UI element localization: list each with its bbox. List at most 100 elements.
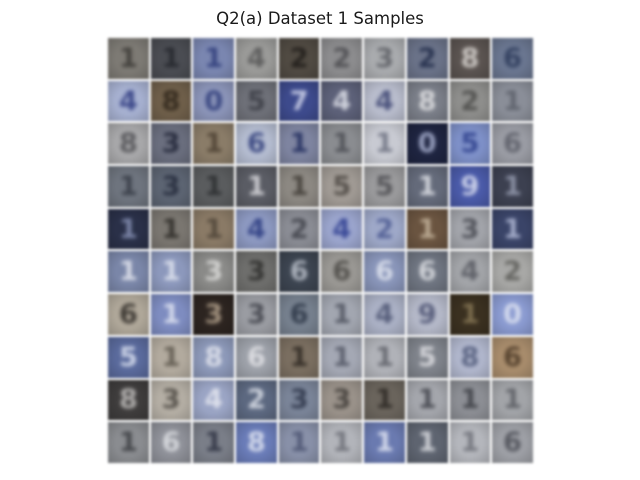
sample-image-tile: 4	[449, 251, 491, 293]
sample-image-tile: 3	[150, 379, 192, 421]
sample-digit-shape: 3	[161, 384, 181, 416]
sample-image-tile: 1	[406, 422, 448, 463]
sample-digit-shape: 4	[118, 85, 138, 117]
sample-image-tile: 1	[364, 379, 405, 421]
sample-image-tile: 1	[108, 251, 149, 293]
sample-digit-shape: 2	[503, 256, 522, 288]
figure-title: Q2(a) Dataset 1 Samples	[216, 9, 424, 28]
sample-digit-shape: 1	[289, 427, 309, 459]
sample-image-tile: 1	[193, 123, 235, 165]
sample-image-tile: 4	[193, 379, 235, 421]
sample-image-tile: 6	[492, 38, 533, 79]
sample-image-tile: 1	[321, 123, 363, 165]
sample-image-tile: 1	[193, 422, 235, 463]
sample-digit-shape: 7	[289, 85, 309, 117]
sample-digit-shape: 8	[118, 128, 138, 160]
sample-digit-shape: 1	[118, 427, 138, 459]
sample-digit-shape: 1	[118, 256, 138, 288]
sample-digit-shape: 3	[247, 298, 266, 330]
sample-image-tile: 1	[150, 251, 192, 293]
sample-image-tile: 7	[278, 80, 320, 122]
sample-image-tile: 3	[236, 294, 277, 335]
sample-digit-shape: 6	[417, 256, 437, 288]
sample-image-tile: 1	[492, 208, 533, 250]
sample-digit-shape: 1	[375, 341, 394, 373]
sample-digit-shape: 1	[417, 427, 437, 459]
sample-image-tile: 1	[108, 422, 149, 463]
sample-digit-shape: 1	[417, 213, 437, 245]
sample-digit-shape: 1	[161, 213, 181, 245]
sample-image-tile: 1	[492, 379, 533, 421]
sample-digit-shape: 1	[289, 170, 309, 202]
sample-digit-shape: 1	[417, 384, 437, 416]
sample-digit-shape: 2	[417, 42, 437, 74]
sample-image-tile: 4	[321, 208, 363, 250]
sample-image-tile: 1	[108, 208, 149, 250]
sample-image-tile: 1	[193, 208, 235, 250]
sample-image-tile: 6	[321, 251, 363, 293]
sample-image-tile: 4	[364, 80, 405, 122]
sample-image-tile: 1	[364, 422, 405, 463]
sample-digit-shape: 1	[460, 298, 480, 330]
sample-image-tile: 8	[236, 422, 277, 463]
sample-image-tile: 4	[364, 294, 405, 335]
sample-digit-shape: 2	[289, 213, 309, 245]
sample-image-tile: 5	[236, 80, 277, 122]
sample-image-tile: 6	[406, 251, 448, 293]
sample-digit-shape: 5	[375, 170, 394, 202]
sample-image-tile: 1	[278, 123, 320, 165]
sample-digit-shape: 5	[417, 341, 437, 373]
sample-digit-shape: 2	[460, 85, 480, 117]
sample-image-tile: 1	[449, 294, 491, 335]
sample-image-tile: 6	[236, 336, 277, 378]
sample-image-tile: 1	[193, 38, 235, 79]
sample-digit-shape: 4	[332, 213, 352, 245]
sample-digit-shape: 6	[289, 298, 309, 330]
sample-image-tile: 6	[150, 422, 192, 463]
sample-digit-shape: 1	[503, 384, 522, 416]
sample-digit-shape: 0	[204, 85, 224, 117]
sample-image-tile: 0	[492, 294, 533, 335]
sample-digit-shape: 5	[118, 341, 138, 373]
sample-image-tile: 2	[278, 208, 320, 250]
sample-image-tile: 1	[449, 379, 491, 421]
sample-image-tile: 1	[406, 208, 448, 250]
sample-image-tile: 4	[236, 208, 277, 250]
sample-digit-shape: 6	[247, 341, 266, 373]
sample-digit-shape: 6	[247, 128, 266, 160]
sample-digit-shape: 1	[460, 384, 480, 416]
sample-image-tile: 8	[150, 80, 192, 122]
sample-image-tile: 1	[278, 422, 320, 463]
sample-digit-shape: 1	[204, 170, 224, 202]
sample-digit-shape: 2	[375, 213, 394, 245]
sample-digit-shape: 1	[118, 42, 138, 74]
sample-digit-shape: 1	[332, 128, 352, 160]
sample-digit-shape: 5	[460, 128, 480, 160]
sample-digit-shape: 8	[161, 85, 181, 117]
sample-image-tile: 1	[406, 166, 448, 207]
sample-image-tile: 8	[449, 38, 491, 79]
sample-digit-shape: 3	[204, 256, 224, 288]
sample-digit-shape: 3	[289, 384, 309, 416]
sample-digit-shape: 1	[204, 128, 224, 160]
sample-digit-shape: 6	[118, 298, 138, 330]
sample-image-tile: 1	[236, 166, 277, 207]
sample-digit-shape: 6	[503, 341, 522, 373]
sample-image-tile: 2	[236, 379, 277, 421]
sample-image-tile: 2	[278, 38, 320, 79]
sample-digit-shape: 6	[503, 427, 522, 459]
sample-digit-shape: 2	[332, 42, 352, 74]
sample-digit-shape: 6	[375, 256, 394, 288]
sample-image-tile: 3	[193, 251, 235, 293]
sample-image-tile: 1	[278, 336, 320, 378]
sample-digit-shape: 1	[204, 213, 224, 245]
sample-image-tile: 1	[492, 80, 533, 122]
sample-image-tile: 3	[236, 251, 277, 293]
sample-digit-shape: 3	[161, 128, 181, 160]
sample-digit-shape: 6	[161, 427, 181, 459]
sample-image-tile: 1	[108, 166, 149, 207]
sample-image-tile: 1	[321, 422, 363, 463]
sample-digit-shape: 6	[503, 128, 522, 160]
sample-digit-shape: 3	[375, 42, 394, 74]
sample-digit-shape: 4	[460, 256, 480, 288]
